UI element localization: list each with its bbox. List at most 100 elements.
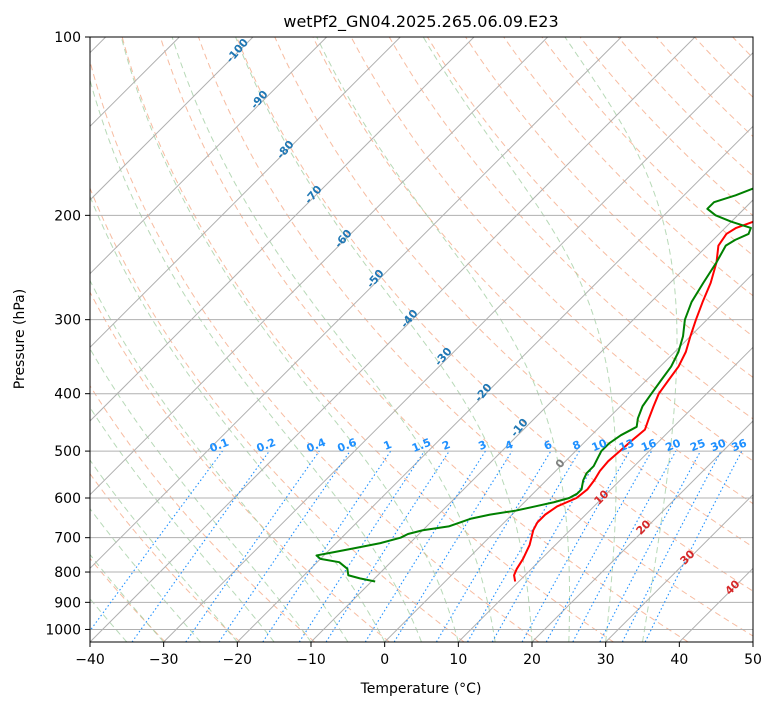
moist-adiabat — [90, 406, 275, 642]
moist-adiabat — [564, 37, 678, 642]
chart-title: wetPf2_GN04.2025.265.06.09.E23 — [283, 12, 558, 32]
isotherm-line — [90, 37, 475, 422]
x-tick-label: 30 — [597, 652, 615, 668]
mixing-ratio-line — [572, 450, 677, 642]
moist-adiabat — [422, 37, 617, 642]
mixing-ratio-line — [545, 450, 653, 642]
y-axis-label: Pressure (hPa) — [12, 289, 28, 389]
y-tick-label: 700 — [54, 531, 81, 547]
y-tick-label: 400 — [54, 387, 81, 403]
moist-adiabat — [90, 78, 422, 642]
x-tick-label: −40 — [75, 652, 105, 668]
mixing-ratio-line — [218, 450, 351, 642]
mixing-ratio-layer — [90, 450, 743, 642]
dry-adiabat — [90, 186, 465, 642]
line-labels-layer: 0.1 0.2 0.4 0.6 1 1.5 2 3 4 6 8 10 13 16 20 25 30 36-100-… — [208, 37, 749, 598]
x-tick-label: −20 — [223, 652, 253, 668]
y-tick-label: 1000 — [45, 622, 81, 638]
mixing-ratio-line — [298, 450, 425, 642]
isotherm-line — [236, 125, 753, 642]
mixing-ratio-line — [393, 450, 513, 642]
y-tick-label: 300 — [54, 313, 81, 329]
isobars-layer — [90, 37, 753, 630]
isotherm-line — [310, 199, 753, 642]
isotherm-line — [163, 51, 753, 642]
x-tick-label: −10 — [296, 652, 326, 668]
y-tick-label: 100 — [54, 30, 81, 46]
dry-adiabat — [159, 37, 689, 642]
moist-adiabats-layer — [90, 37, 678, 642]
mixing-ratio-label: 16 — [639, 436, 658, 454]
dry-adiabat — [503, 37, 753, 297]
isotherm-line — [90, 37, 696, 642]
isotherm-line — [531, 420, 753, 642]
mixing-ratio-label: 25 — [688, 437, 707, 455]
x-axis: −40 −30 −20 −10 0 10 20 30 40 50 — [75, 642, 762, 668]
dry-adiabat — [90, 59, 540, 642]
mixing-ratio-label: 36 — [730, 436, 749, 454]
y-tick-label: 900 — [54, 595, 81, 611]
x-tick-label: 0 — [380, 652, 389, 668]
mixing-ratio-label: 1 — [382, 438, 394, 453]
mixing-ratio-line — [644, 450, 743, 642]
moist-adiabat — [90, 459, 238, 642]
moist-adiabat — [235, 37, 533, 642]
dry-adiabat — [236, 37, 753, 592]
isotherm-line — [90, 37, 622, 570]
moist-adiabat — [316, 37, 571, 642]
dry-adiabat — [121, 37, 614, 642]
isotherm-line — [90, 37, 401, 349]
isotherm-line — [90, 37, 254, 201]
series-layer — [315, 187, 753, 583]
mixing-ratio-label: 10 — [590, 436, 609, 454]
mixing-ratio-label: 20 — [664, 436, 683, 454]
isotherm-line — [90, 37, 328, 275]
moist-adiabat — [90, 553, 165, 642]
isotherm-line — [457, 346, 753, 642]
moist-adiabat — [90, 598, 128, 642]
mixing-ratio-line — [131, 450, 270, 642]
y-tick-label: 600 — [54, 491, 81, 507]
x-tick-label: 40 — [670, 652, 688, 668]
mixing-ratio-line — [185, 450, 320, 642]
mixing-ratio-label: 3 — [476, 438, 488, 453]
x-tick-label: 50 — [744, 652, 762, 668]
dry-adiabat — [465, 37, 753, 337]
y-tick-label: 500 — [54, 444, 81, 460]
moist-adiabat — [90, 195, 386, 642]
x-tick-label: 20 — [523, 652, 541, 668]
dry-adiabat — [90, 291, 390, 642]
mixing-ratio-line — [521, 450, 630, 642]
isotherm-line — [384, 272, 753, 642]
mixing-ratio-line — [90, 450, 223, 632]
isotherm-line — [90, 37, 549, 496]
dry-adiabat — [274, 37, 753, 548]
x-axis-label: Temperature (°C) — [360, 681, 482, 697]
x-tick-label: −30 — [149, 652, 179, 668]
moist-adiabat — [90, 507, 201, 642]
dry-adiabat — [90, 472, 241, 642]
mixing-ratio-line — [262, 450, 392, 642]
isotherm-line — [605, 493, 753, 642]
plot-area: 0.1 0.2 0.4 0.6 1 1.5 2 3 4 6 8 10 13 16 20 25 30 36-100-… — [90, 37, 753, 642]
y-axis: 100 200 300 400 500 600 700 800 900 1000 — [45, 30, 90, 638]
mixing-ratio-line — [325, 450, 450, 642]
dry-adiabat — [388, 37, 753, 420]
moist-adiabat — [171, 37, 496, 642]
y-tick-label: 200 — [54, 208, 81, 224]
y-tick-label: 800 — [54, 565, 81, 581]
isotherms-layer — [90, 37, 753, 642]
dry-adiabat — [350, 37, 753, 462]
dry-adiabat — [90, 384, 316, 642]
mixing-ratio-label: 8 — [571, 438, 583, 453]
dewpoint-profile — [315, 187, 753, 583]
plot-frame — [89, 36, 754, 643]
moist-adiabat — [120, 37, 459, 642]
x-tick-label: 10 — [449, 652, 467, 668]
dry-adiabat — [426, 37, 753, 378]
dry-adiabat — [312, 37, 753, 505]
mixing-ratio-label: 2 — [440, 438, 452, 453]
